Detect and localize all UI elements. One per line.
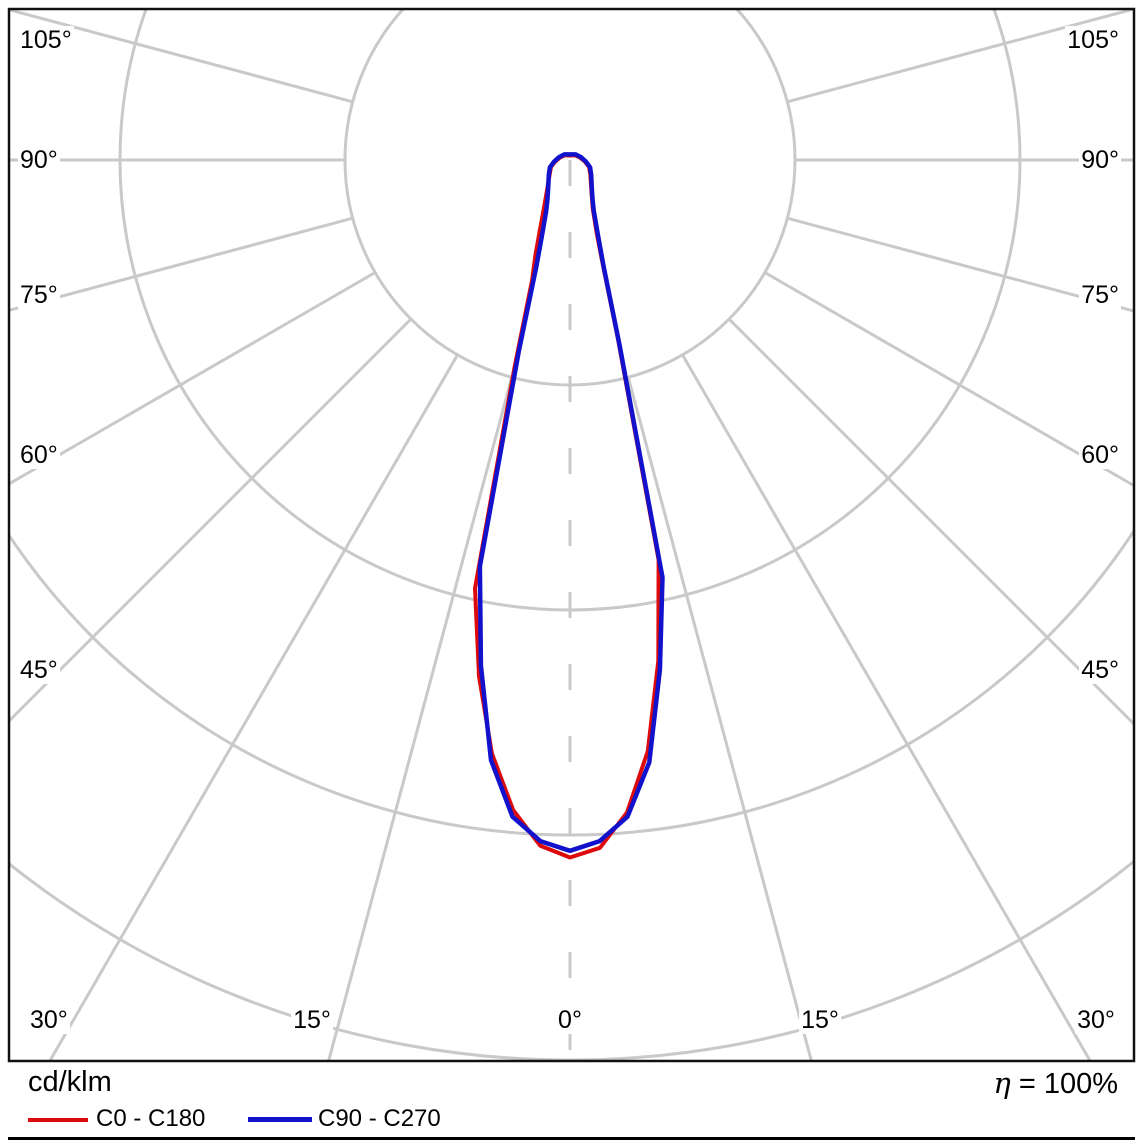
grid-ring [10,529,1133,837]
angle-label-bottom-15-right: 15° [799,1006,841,1034]
grid-ray [764,271,1133,487]
grid-ray [48,354,459,1060]
grid-ray [327,376,514,1060]
grid-ray [10,318,412,723]
angle-label-right-75: 75° [1079,281,1121,309]
angle-label-left-75: 75° [18,281,60,309]
angle-label-right-105: 105° [1065,26,1121,54]
angle-label-left-105: 105° [18,26,74,54]
angle-label-right-60: 60° [1079,441,1121,469]
eta-symbol: η [993,1066,1011,1100]
intensity-curve-layer [473,152,665,860]
legend-line-c90-c270 [248,1117,312,1122]
grid-ray [728,318,1133,726]
angle-label-bottom-15-left: 15° [291,1006,333,1034]
angle-label-bottom-30-right: 30° [1075,1006,1117,1034]
grid-ray [786,216,1133,313]
angle-label-right-90: 90° [1079,146,1121,174]
legend-line-c0-c180 [28,1118,88,1122]
efficiency-label: η = 100% [993,1066,1118,1101]
plot-border [7,7,1136,1063]
legend-label-c90-c270: C90 - C270 [318,1105,441,1132]
grid-ray [10,10,354,104]
efficiency-value: = 100% [1018,1068,1118,1100]
angle-label-left-45: 45° [18,656,60,684]
angle-label-right-45: 45° [1079,656,1121,684]
angle-label-left-60: 60° [18,441,60,469]
legend-label-c0-c180: C0 - C180 [96,1105,206,1132]
grid-ray [786,10,1133,104]
grid-ray [626,376,813,1060]
grid-ray [10,271,376,486]
grid-ray [10,216,354,312]
curve-c90-c270 [477,152,665,854]
angle-label-left-90: 90° [18,146,60,174]
angle-label-bottom-30-left: 30° [28,1006,70,1034]
curve-c0-c180 [473,153,661,860]
angle-label-bottom-0: 0° [556,1006,584,1034]
footer-divider [8,1137,1135,1140]
grid-ray [681,354,1092,1060]
unit-label: cd/klm [28,1066,112,1098]
